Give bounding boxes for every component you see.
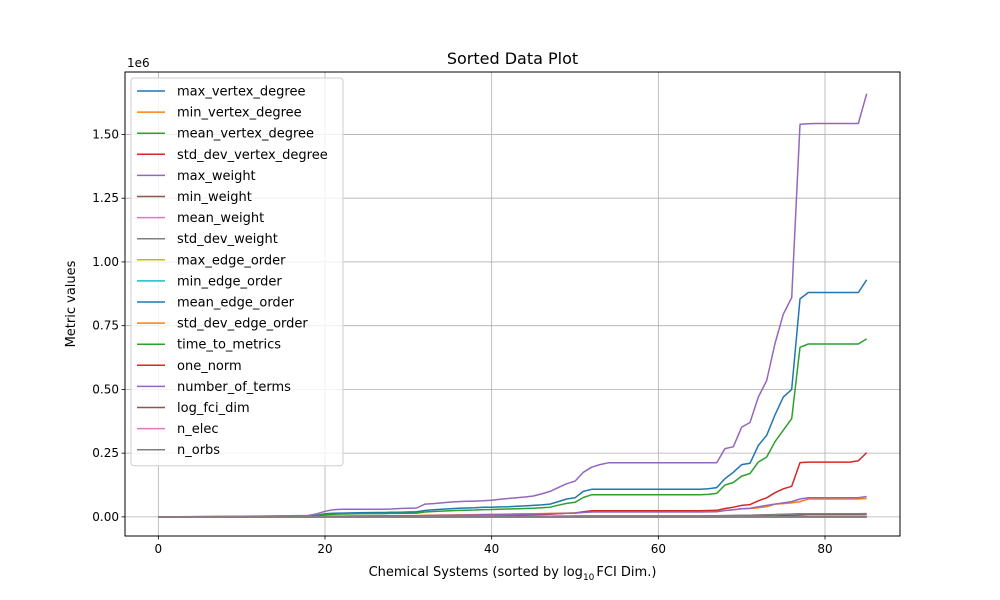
y-tick-label: 0.75 <box>92 319 119 333</box>
y-tick-label: 1.50 <box>92 127 119 141</box>
legend-label: std_dev_vertex_degree <box>177 148 328 163</box>
x-axis-label: Chemical Systems (sorted by log10 FCI Dim… <box>369 565 657 583</box>
x-tick-label: 60 <box>651 542 666 556</box>
y-tick-label: 0.25 <box>92 446 119 460</box>
series-line-max-weight <box>158 93 868 518</box>
legend: max_vertex_degree min_vertex_degree mean_v… <box>130 77 344 467</box>
legend-label: n_orbs <box>177 443 220 458</box>
legend-label: std_dev_weight <box>177 232 278 247</box>
legend-label: time_to_metrics <box>177 338 281 353</box>
y-tick-label: 0.00 <box>92 510 119 524</box>
y-tick-label: 0.50 <box>92 382 119 396</box>
y-offset-text: 1e6 <box>127 56 150 70</box>
x-axis-label-suffix: FCI Dim.) <box>596 565 656 580</box>
legend-label: max_weight <box>177 169 256 184</box>
legend-label: min_edge_order <box>177 274 282 289</box>
x-tick-label: 20 <box>317 542 332 556</box>
plot-frame <box>124 71 901 537</box>
x-axis-label-subscript: 10 <box>583 573 595 583</box>
series-line-mean-vertex-degree <box>158 338 868 518</box>
legend-label: mean_edge_order <box>177 296 295 311</box>
legend-label: mean_vertex_degree <box>177 127 314 142</box>
series-line-max-vertex-degree <box>158 279 868 518</box>
series-lines <box>158 93 868 518</box>
x-tick-label: 0 <box>155 542 163 556</box>
legend-label: max_vertex_degree <box>177 85 305 100</box>
y-tick-label: 1.25 <box>92 191 119 205</box>
legend-label: log_fci_dim <box>177 401 250 416</box>
x-tick-label: 40 <box>484 542 499 556</box>
x-tick-label: 80 <box>817 542 832 556</box>
legend-label: one_norm <box>177 359 242 374</box>
x-axis-label-prefix: Chemical Systems (sorted by log <box>369 565 583 580</box>
legend-label: std_dev_edge_order <box>177 317 308 332</box>
legend-label: n_elec <box>177 422 219 437</box>
legend-label: max_edge_order <box>177 253 286 268</box>
legend-box <box>130 77 344 467</box>
legend-label: number_of_terms <box>177 380 291 395</box>
legend-label: min_vertex_degree <box>177 106 302 121</box>
y-axis-label: Metric values <box>64 260 79 347</box>
legend-label: mean_weight <box>177 211 264 226</box>
y-tick-label: 1.00 <box>92 255 119 269</box>
axis-ticks: 0 20 40 60 80 0.00 0.25 0.50 0.75 1.00 1.25 1.50 <box>92 127 832 556</box>
chart-title: Sorted Data Plot <box>447 49 578 68</box>
legend-label: min_weight <box>177 190 252 205</box>
